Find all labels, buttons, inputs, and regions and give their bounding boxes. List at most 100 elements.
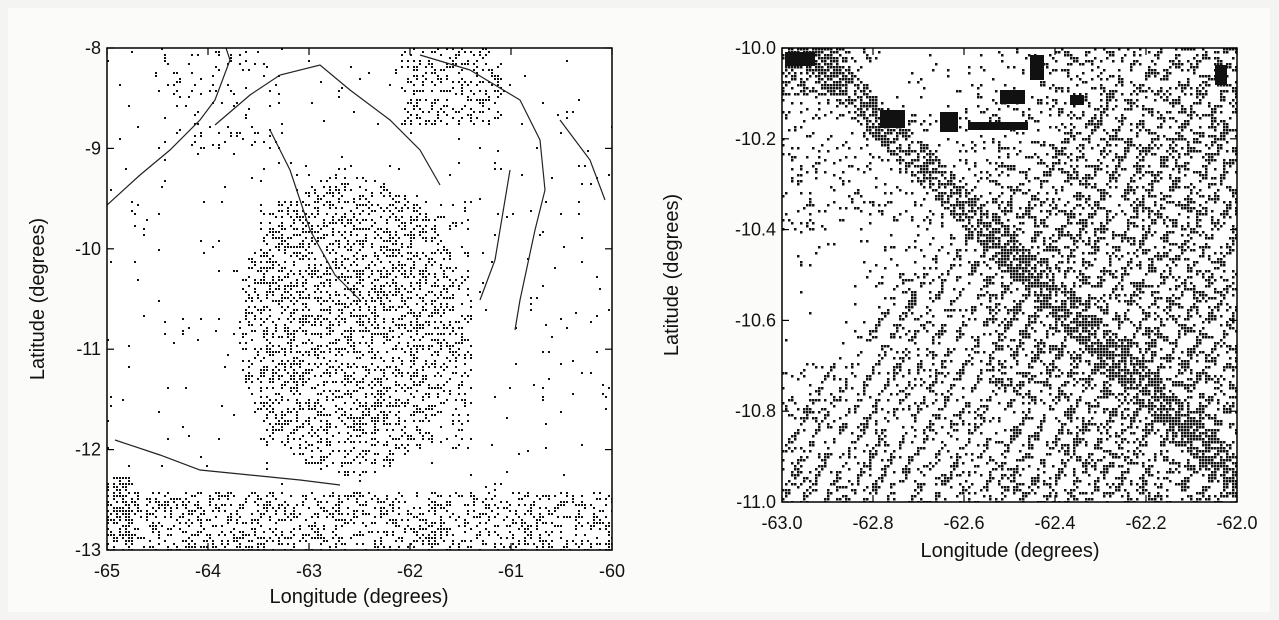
cleared-pixel <box>431 300 433 302</box>
cleared-pixel <box>323 300 325 302</box>
cleared-pixel <box>1115 90 1118 93</box>
cleared-pixel <box>1151 111 1154 114</box>
cleared-pixel <box>407 78 409 80</box>
right-map-panel: -63.0 -62.8 -62.6 -62.4 -62.2 -62.0 -10.0-10.… <box>661 38 1258 562</box>
cleared-pixel <box>158 537 160 539</box>
cleared-pixel <box>851 57 854 60</box>
cleared-pixel <box>326 516 328 518</box>
cleared-pixel <box>476 534 478 536</box>
cleared-pixel <box>338 300 340 302</box>
cleared-pixel <box>410 240 412 242</box>
cleared-pixel <box>179 129 181 131</box>
cleared-pixel <box>338 408 340 410</box>
cleared-pixel <box>1115 117 1118 120</box>
cleared-pixel <box>1121 93 1124 96</box>
cleared-pixel <box>845 78 848 81</box>
cleared-pixel <box>302 243 304 245</box>
cleared-pixel <box>866 93 869 96</box>
cleared-pixel <box>254 63 256 65</box>
cleared-pixel <box>548 543 550 545</box>
cleared-pixel <box>374 315 376 317</box>
cleared-pixel <box>260 180 262 182</box>
cleared-pixel <box>1094 114 1097 117</box>
cleared-pixel <box>287 330 289 332</box>
cleared-pixel <box>164 141 166 143</box>
cleared-pixel <box>1010 129 1013 132</box>
cleared-pixel <box>287 360 289 362</box>
cleared-pixel <box>305 372 307 374</box>
cleared-pixel <box>137 279 139 281</box>
cleared-pixel <box>1145 96 1148 99</box>
cleared-pixel <box>431 531 433 533</box>
cleared-pixel <box>314 192 316 194</box>
cleared-pixel <box>566 492 568 494</box>
cleared-pixel <box>302 423 304 425</box>
cleared-pixel <box>422 396 424 398</box>
cleared-pixel <box>1223 99 1226 102</box>
cleared-pixel <box>842 114 845 117</box>
cleared-pixel <box>449 57 451 59</box>
cleared-pixel <box>506 516 508 518</box>
cleared-pixel <box>383 423 385 425</box>
cleared-pixel <box>590 546 592 548</box>
cleared-pixel <box>431 240 433 242</box>
cleared-pixel <box>290 225 292 227</box>
cleared-pixel <box>425 276 427 278</box>
cleared-pixel <box>1211 135 1214 138</box>
cleared-pixel <box>860 66 863 69</box>
cleared-pixel <box>278 519 280 521</box>
cleared-pixel <box>560 363 562 365</box>
cleared-pixel <box>1106 114 1109 117</box>
cleared-pixel <box>344 225 346 227</box>
cleared-pixel <box>1184 108 1187 111</box>
cleared-pixel <box>983 111 986 114</box>
cleared-pixel <box>515 513 517 515</box>
cleared-pixel <box>830 54 833 57</box>
cleared-pixel <box>1205 75 1208 78</box>
cleared-pixel <box>257 282 259 284</box>
cleared-pixel <box>263 405 265 407</box>
cleared-pixel <box>200 507 202 509</box>
cleared-pixel <box>308 399 310 401</box>
cleared-pixel <box>1148 132 1151 135</box>
cleared-pixel <box>353 243 355 245</box>
cleared-pixel <box>296 420 298 422</box>
cleared-pixel <box>1157 90 1160 93</box>
cleared-pixel <box>1124 117 1127 120</box>
cleared-pixel <box>281 306 283 308</box>
cleared-pixel <box>461 90 463 92</box>
cleared-pixel <box>164 495 166 497</box>
cleared-pixel <box>1121 138 1124 141</box>
cleared-pixel <box>374 291 376 293</box>
cleared-pixel <box>830 63 833 66</box>
cleared-pixel <box>131 543 133 545</box>
cleared-pixel <box>368 72 370 74</box>
cleared-pixel <box>416 357 418 359</box>
cleared-pixel <box>212 510 214 512</box>
cleared-pixel <box>329 252 331 254</box>
cleared-pixel <box>842 93 845 96</box>
cleared-pixel <box>410 258 412 260</box>
cleared-pixel <box>350 249 352 251</box>
cleared-pixel <box>290 447 292 449</box>
cleared-pixel <box>419 327 421 329</box>
cleared-pixel <box>446 381 448 383</box>
cleared-pixel <box>1103 111 1106 114</box>
cleared-pixel <box>905 129 908 132</box>
cleared-pixel <box>845 51 848 54</box>
cleared-pixel <box>908 123 911 126</box>
cleared-pixel <box>827 54 830 57</box>
cleared-pixel <box>197 339 199 341</box>
cleared-pixel <box>155 510 157 512</box>
cleared-pixel <box>422 51 424 53</box>
cleared-pixel <box>425 417 427 419</box>
cleared-pixel <box>371 195 373 197</box>
cleared-pixel <box>281 228 283 230</box>
cleared-pixel <box>125 477 127 479</box>
cleared-pixel <box>395 498 397 500</box>
cleared-pixel <box>260 318 262 320</box>
cleared-pixel <box>959 90 962 93</box>
cleared-pixel <box>1226 132 1229 135</box>
cleared-pixel <box>338 495 340 497</box>
cleared-pixel <box>533 384 535 386</box>
